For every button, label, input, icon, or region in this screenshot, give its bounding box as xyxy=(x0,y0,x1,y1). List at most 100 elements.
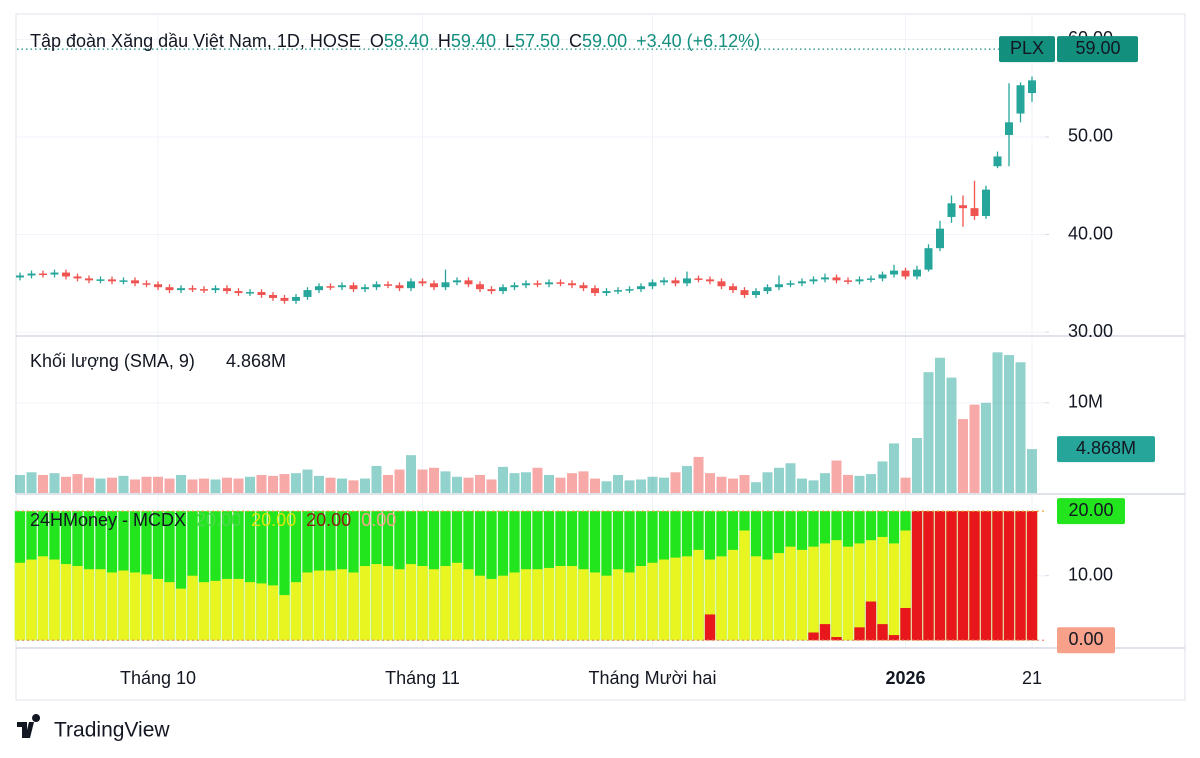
mcdx-bar xyxy=(865,540,877,641)
mcdx-bar xyxy=(486,578,497,641)
candle-body xyxy=(50,272,59,275)
candle-body xyxy=(154,284,162,288)
y-tick-label: 50.00 xyxy=(1068,126,1113,146)
mcdx-bar xyxy=(451,562,463,641)
marker-tag-text: 20.00 xyxy=(1068,500,1113,520)
mcdx-bar xyxy=(693,549,704,641)
mcdx-bar xyxy=(509,572,520,641)
mcdx-bar xyxy=(831,637,842,641)
mcdx-bar xyxy=(635,566,647,641)
candle-body xyxy=(924,248,933,270)
mcdx-bar xyxy=(256,511,267,641)
volume-bar xyxy=(797,478,807,493)
mcdx-bar xyxy=(624,572,635,641)
mcdx-bar xyxy=(336,569,348,641)
mcdx-bar xyxy=(428,569,440,641)
mcdx-bar xyxy=(221,578,233,641)
mcdx-bar xyxy=(302,572,313,641)
candle-body xyxy=(211,288,220,291)
candle-body xyxy=(85,278,93,281)
volume-bar xyxy=(831,460,842,493)
volume-bar xyxy=(187,479,198,493)
x-tick-label: Tháng Mười hai xyxy=(589,668,717,688)
mcdx-bar xyxy=(808,546,819,641)
mcdx-bar xyxy=(95,569,106,641)
mcdx-bar xyxy=(279,595,290,641)
volume-bar xyxy=(544,474,554,493)
volume-bar xyxy=(923,372,934,493)
candle-body xyxy=(372,284,381,288)
mcdx-bar xyxy=(371,564,382,641)
readout-value: 57.50 xyxy=(515,31,560,51)
mcdx-bar xyxy=(175,511,187,641)
volume-bar xyxy=(222,477,232,493)
volume-bar xyxy=(394,469,405,493)
candle-body xyxy=(464,280,473,285)
candle-body xyxy=(763,287,772,292)
volume-bar xyxy=(601,481,612,493)
candle-body xyxy=(1016,85,1025,114)
mcdx-bar xyxy=(141,574,152,641)
candle-body xyxy=(257,292,266,295)
volume-bar xyxy=(164,478,175,493)
x-tick-label: Tháng 10 xyxy=(120,668,196,688)
candle-body xyxy=(568,283,576,286)
candle-body xyxy=(27,273,36,276)
volume-bar xyxy=(866,474,876,493)
candle-body xyxy=(453,280,461,283)
volume-bar xyxy=(555,477,566,493)
volume-bar xyxy=(371,465,382,493)
volume-bar xyxy=(107,477,117,493)
volume-bar xyxy=(153,476,163,493)
mcdx-bar xyxy=(14,562,26,641)
volume-bar xyxy=(509,473,520,493)
mcdx-bar xyxy=(854,627,865,641)
candle-body xyxy=(303,290,312,297)
candle-body xyxy=(809,279,818,282)
volume-value: 4.868M xyxy=(226,351,286,371)
candle-body xyxy=(671,280,680,284)
volume-bar xyxy=(452,476,462,493)
symbol-tag-text: PLX xyxy=(1010,38,1044,58)
volume-tag xyxy=(1057,436,1155,463)
mcdx-bar xyxy=(405,564,417,641)
mcdx-bar xyxy=(888,543,900,641)
mcdx-bar xyxy=(750,556,762,641)
x-tick-label: Tháng 11 xyxy=(385,668,460,688)
volume-bar xyxy=(95,478,106,493)
volume-bar xyxy=(889,443,899,493)
marks-layer xyxy=(14,48,1045,641)
mcdx-bar xyxy=(762,559,773,641)
candle-body xyxy=(165,287,174,291)
volume-tag-text: 4.868M xyxy=(1076,438,1136,458)
mcdx-bar xyxy=(348,572,359,641)
candle-body xyxy=(395,285,404,289)
volume-bar xyxy=(590,478,600,493)
candle-body xyxy=(706,279,714,282)
volume-bar xyxy=(233,478,244,493)
header: Tập đoàn Xăng dầu Việt Nam, 1D, HOSE O58.… xyxy=(30,31,760,51)
header-title: Tập đoàn Xăng dầu Việt Nam, 1D, HOSE xyxy=(30,31,361,51)
candle-body xyxy=(913,269,921,277)
symbol-tag xyxy=(999,36,1055,63)
candle-body xyxy=(292,296,300,301)
volume-bar xyxy=(210,479,221,493)
volume-title: Khối lượng (SMA, 9) xyxy=(30,351,195,371)
candle-body xyxy=(602,291,611,294)
mcdx-bar xyxy=(934,511,946,641)
mcdx-readout: 0.00 xyxy=(361,510,396,530)
candle-body xyxy=(510,285,519,288)
volume-bar xyxy=(958,419,968,493)
marker-tag xyxy=(1057,498,1125,525)
mcdx-bar xyxy=(210,511,221,641)
volume-bar xyxy=(532,467,543,493)
mcdx-readout: 20.00 xyxy=(306,510,351,530)
volume-bar xyxy=(613,474,623,493)
candle-body xyxy=(223,288,231,292)
candle-body xyxy=(786,283,795,285)
candle-body xyxy=(234,291,243,294)
mcdx-bar xyxy=(992,511,1003,641)
candle-body xyxy=(16,275,24,278)
volume-bar xyxy=(992,352,1003,493)
mcdx-bar xyxy=(359,566,371,641)
